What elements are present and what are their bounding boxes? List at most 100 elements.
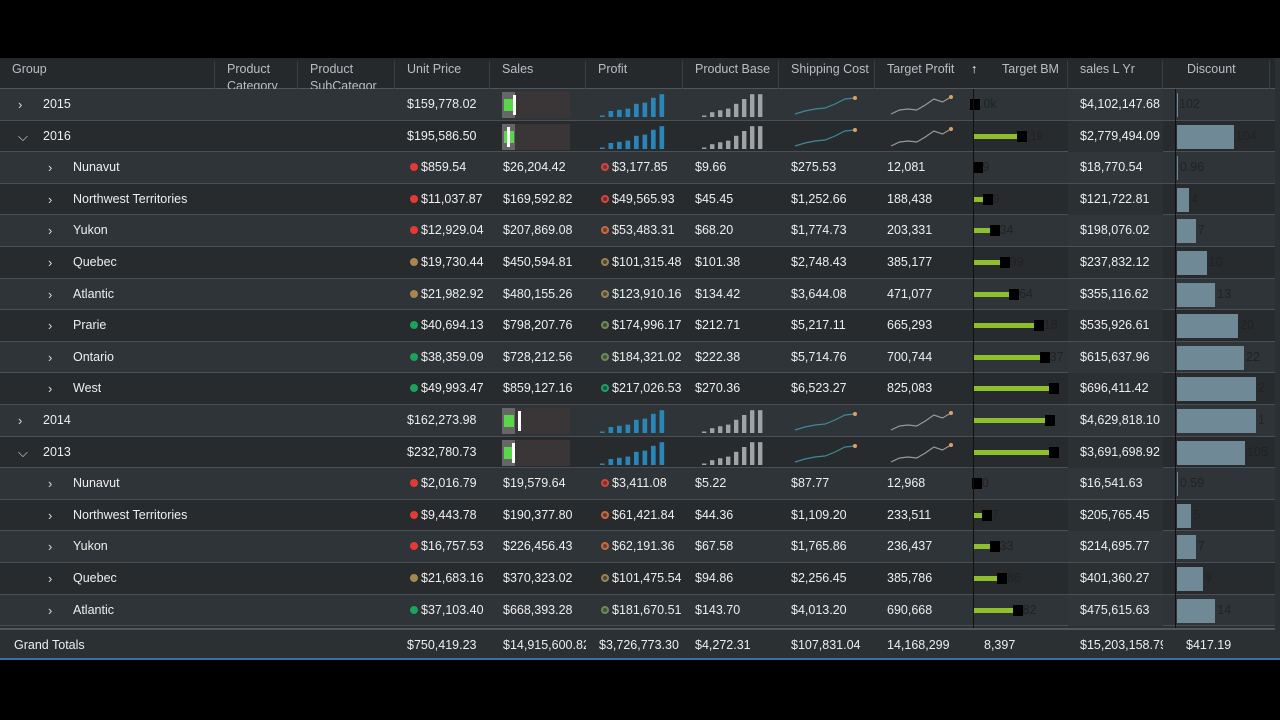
- header-product-base[interactable]: Product Base: [683, 61, 779, 89]
- discount-label: 0.96: [1179, 160, 1205, 175]
- chevron-right-icon[interactable]: ›: [48, 381, 53, 397]
- product-base: $270.36: [695, 381, 741, 396]
- group-label: Yukon: [73, 539, 108, 554]
- header-target-bm[interactable]: Target BM: [990, 61, 1068, 89]
- unit-price-value: $2,016.79: [421, 476, 477, 491]
- sales-last-year: $18,770.54: [1080, 160, 1143, 175]
- sales-last-year: $198,076.02: [1080, 223, 1150, 238]
- chevron-right-icon[interactable]: ›: [48, 160, 53, 176]
- header-discount[interactable]: Discount: [1175, 61, 1270, 89]
- spark-line: [890, 128, 952, 147]
- header-sales-last-year[interactable]: sales L Yr: [1068, 61, 1163, 89]
- spark-bar: [617, 457, 622, 465]
- target-profit: 233,511: [887, 507, 932, 522]
- chevron-right-icon[interactable]: ›: [48, 349, 53, 365]
- sparkline-chart: [890, 442, 953, 463]
- spark-bar: [758, 410, 763, 433]
- child-row[interactable]: › Northwest Territories $9,443.78 $190,377.…: [0, 499, 1275, 532]
- product-base: $5.22: [695, 476, 727, 491]
- arrow-up-circle-icon: [601, 194, 609, 203]
- product-base: $44.36: [695, 507, 734, 522]
- spark-bar: [710, 459, 715, 465]
- chevron-right-icon[interactable]: ›: [48, 539, 53, 555]
- profit-value: $174,996.17: [612, 318, 682, 333]
- chevron-down-icon[interactable]: ⌵: [18, 128, 28, 144]
- header-profit[interactable]: Profit: [586, 61, 683, 89]
- child-row[interactable]: › West $49,993.47 $859,127.16 $217,026.53 $27…: [0, 373, 1275, 405]
- child-row[interactable]: › Yukon $12,929.04 $207,869.08 $53,483.31 $68…: [0, 215, 1275, 247]
- chevron-right-icon[interactable]: ›: [18, 97, 23, 112]
- chevron-right-icon[interactable]: ›: [48, 507, 53, 523]
- header-product-subcategory[interactable]: Product SubCategor: [298, 61, 395, 89]
- sparkline-chart: [890, 95, 953, 115]
- spark-bar: [659, 125, 665, 149]
- target-profit: 12,081: [887, 160, 926, 175]
- child-row[interactable]: › Yukon $16,757.53 $226,456.43 $62,191.36 $67…: [0, 531, 1275, 563]
- year-row[interactable]: ⌵ 2016 $195,586.50 .1k $2,779,494.09 104: [0, 120, 1275, 153]
- header-product-category[interactable]: Product Category: [215, 61, 298, 89]
- chevron-right-icon[interactable]: ›: [48, 318, 53, 334]
- header-group[interactable]: Group: [0, 61, 215, 89]
- sales-bullet-fill: [504, 99, 514, 111]
- target-profit: 825,083: [887, 381, 933, 396]
- group-label: Atlantic: [73, 286, 114, 301]
- target-profit: 471,077: [887, 286, 933, 301]
- chevron-right-icon[interactable]: ›: [48, 223, 53, 239]
- chevron-right-icon[interactable]: ›: [48, 286, 53, 302]
- chevron-right-icon[interactable]: ›: [48, 602, 53, 618]
- product-base: $212.71: [695, 318, 741, 333]
- unit-price: $16,757.53: [410, 531, 484, 562]
- chevron-right-icon[interactable]: ›: [48, 571, 53, 586]
- header-target-profit[interactable]: Target Profit: [887, 62, 955, 76]
- sales-bullet-fill: [504, 415, 514, 427]
- header-sales[interactable]: Sales: [490, 61, 586, 89]
- year-row[interactable]: ⌵ 2013 $232,780.73 $3,691,698.92 105: [0, 436, 1275, 469]
- chevron-right-icon[interactable]: ›: [48, 255, 53, 270]
- chevron-right-icon[interactable]: ›: [48, 191, 53, 207]
- child-row[interactable]: › Ontario $38,359.09 $728,212.56 $184,321.02…: [0, 341, 1275, 374]
- child-row[interactable]: › Quebec $21,683.16 $370,323.02 $101,475.54 $…: [0, 563, 1275, 595]
- spark-end-dot: [949, 95, 953, 99]
- sparkbar-chart: [702, 441, 763, 465]
- child-row[interactable]: › Northwest Territories $11,037.87 $169,592…: [0, 183, 1275, 216]
- spark-bar: [625, 140, 631, 149]
- child-row[interactable]: › Nunavut $859.54 $26,204.42 $3,177.85 $9.66 $…: [0, 152, 1275, 184]
- discount-bar: [1177, 345, 1245, 370]
- child-row[interactable]: › Quebec $19,730.44 $450,594.81 $101,315.48 $…: [0, 247, 1275, 279]
- sales-bullet-marker: [507, 126, 511, 147]
- target-bm-marker: [1044, 415, 1055, 426]
- header-shipping-cost[interactable]: Shipping Cost: [779, 61, 875, 89]
- total-profit: $3,726,773.30: [599, 638, 679, 652]
- unit-price: $12,929.04: [410, 215, 484, 246]
- status-dot-icon: [410, 605, 418, 614]
- chevron-down-icon[interactable]: ⌵: [18, 444, 28, 460]
- spark-bar: [608, 427, 614, 433]
- sales-bullet-chart: [502, 439, 570, 466]
- total-target-bm: 8,397: [984, 638, 1016, 652]
- chevron-right-icon[interactable]: ›: [18, 413, 23, 428]
- discount-bar: [1177, 124, 1234, 149]
- child-row[interactable]: › Nunavut $2,016.79 $19,579.64 $3,411.08 $5.2…: [0, 468, 1275, 500]
- status-dot-icon: [410, 352, 418, 361]
- group-label: Nunavut: [73, 476, 120, 491]
- child-row[interactable]: › Prarie $40,694.13 $798,207.76 $174,996.17 $…: [0, 310, 1275, 342]
- child-row[interactable]: › Atlantic $21,982.92 $480,155.26 $123,910.1…: [0, 278, 1275, 311]
- year-row[interactable]: › 2015 $159,778.02 .0k $4,102,147.68 102: [0, 89, 1275, 121]
- sparkbar-chart: [600, 441, 665, 465]
- sales-last-year: $2,779,494.09: [1080, 128, 1160, 143]
- chevron-right-icon[interactable]: ›: [48, 476, 53, 492]
- year-row[interactable]: › 2014 $162,273.98 $4,629,818.10 1: [0, 405, 1275, 437]
- header-unit-price[interactable]: Unit Price: [395, 61, 490, 89]
- header-sort[interactable]: ↑: [971, 62, 978, 76]
- spark-bar: [634, 451, 639, 465]
- shipping-cost: $1,252.66: [791, 191, 847, 206]
- sales-last-year: $237,832.12: [1080, 255, 1150, 269]
- sales-bullet-chart: [502, 123, 570, 150]
- sales-last-year: $615,637.96: [1080, 349, 1150, 364]
- discount-label: 104: [1235, 128, 1257, 143]
- profit: $101,315.48: [601, 247, 683, 278]
- unit-price: $162,273.98: [407, 413, 477, 427]
- target-profit: 700,744: [887, 349, 933, 364]
- child-row[interactable]: › Atlantic $37,103.40 $668,393.28 $181,670.5…: [0, 594, 1275, 627]
- status-dot-icon: [410, 258, 418, 266]
